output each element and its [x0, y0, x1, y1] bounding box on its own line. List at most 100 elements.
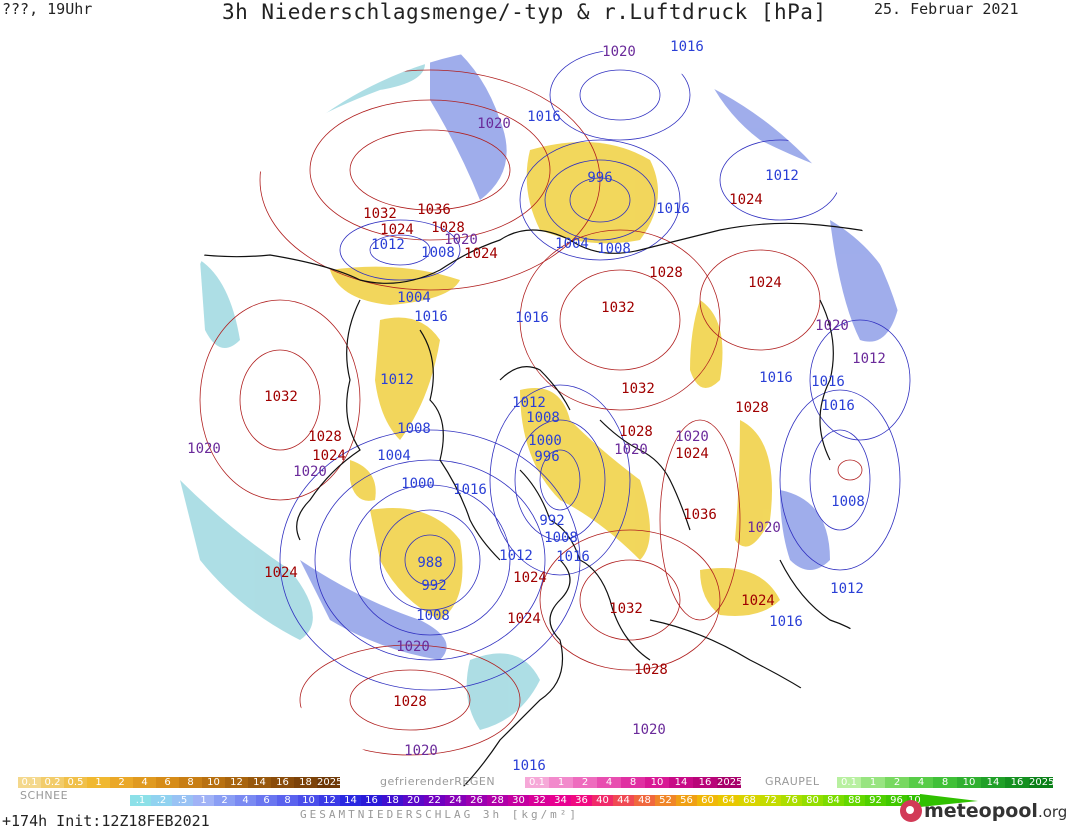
legend-cell: 44	[613, 795, 634, 806]
legend-arrow	[920, 794, 978, 807]
legend-cell: 16	[693, 777, 717, 788]
legend-cell: 92	[865, 795, 886, 806]
legend-cell: 48	[634, 795, 655, 806]
legend-cell: 0.1	[837, 777, 861, 788]
legend-cell: 2	[573, 777, 597, 788]
legend-cell: 10	[202, 777, 225, 788]
isobar-label-high: 1024	[675, 446, 709, 462]
total-precip-caption: GESAMTNIEDERSCHLAG 3h [kg/m²]	[300, 808, 580, 821]
isobar-label-high: 1024	[741, 593, 775, 609]
legend-cell: 0.2	[41, 777, 64, 788]
legend-cell: 2	[214, 795, 235, 806]
isobar-label-high: 1024	[264, 565, 298, 581]
isobar-label-low: 1008	[597, 241, 631, 257]
isobar-label-mid: 1020	[477, 116, 511, 132]
isobar-label-high: 1028	[393, 694, 427, 710]
isobar-label-low: 1016	[759, 370, 793, 386]
map-title: 3h Niederschlagsmenge/-typ & r.Luftdruck…	[222, 0, 827, 24]
legend-cell: 68	[739, 795, 760, 806]
legend-cell: 52	[655, 795, 676, 806]
isobar-label-low: 1016	[670, 39, 704, 55]
legend-cell: 1	[193, 795, 214, 806]
isobar-label-high: 1028	[619, 424, 653, 440]
isobar-label-low: 988	[417, 555, 442, 571]
legend-cell: 28	[487, 795, 508, 806]
isobar-label-high: 1032	[264, 389, 298, 405]
legend-cell: 12	[225, 777, 248, 788]
isobar-label-mid: 1020	[293, 464, 327, 480]
legend-cell: 16	[361, 795, 382, 806]
isobar-label-low: 1008	[416, 608, 450, 624]
isobar-label-high: 1024	[748, 275, 782, 291]
isobar-label-low: 1012	[765, 168, 799, 184]
isobar-label-low: 1012	[499, 548, 533, 564]
legend-cell: 0.1	[525, 777, 549, 788]
isobar-label-high: 1032	[609, 601, 643, 617]
legend-cell: 18	[294, 777, 317, 788]
legend-cell: 40	[592, 795, 613, 806]
forecast-date: 25. Februar 2021	[874, 0, 1019, 18]
legend-cell: 30	[508, 795, 529, 806]
freezing-rain-legend-caption: gefrierenderREGEN	[380, 775, 496, 788]
isobar-label-high: 1028	[649, 265, 683, 281]
isobar-label-high: 1028	[634, 662, 668, 678]
legend-cell: 16	[271, 777, 294, 788]
legend-cell: 6	[256, 795, 277, 806]
isobar-label-low: 1012	[512, 395, 546, 411]
isobar-label-low: 1016	[656, 201, 690, 217]
isobar-label-low: 1016	[453, 482, 487, 498]
legend-cell: .1	[130, 795, 151, 806]
mid-pressure-labels: 1020 1020 1020 1020 1012 1020 1020 1020 1020 1020…	[187, 44, 886, 759]
meteopool-logo[interactable]: meteopool.org	[900, 800, 1067, 822]
isobar-label-low: 1008	[421, 245, 455, 261]
legend-cell: 4	[133, 777, 156, 788]
isobar-label-low: 1012	[380, 372, 414, 388]
legend-cell: 2	[110, 777, 133, 788]
legend-cell: 0.5	[64, 777, 87, 788]
legend-cell: 84	[823, 795, 844, 806]
legend-cell: 2	[885, 777, 909, 788]
legend-cell: 88	[844, 795, 865, 806]
isobar-label-high: 1032	[621, 381, 655, 397]
isobar-label-high: 1024	[513, 570, 547, 586]
legend-cell: 10	[645, 777, 669, 788]
legend-cell: 80	[802, 795, 823, 806]
legend-cell: 76	[781, 795, 802, 806]
isobar-label-low: 992	[421, 578, 446, 594]
isobar-label-low: 1016	[556, 549, 590, 565]
legend-cell: 26	[466, 795, 487, 806]
graupel-legend-caption: GRAUPEL	[765, 775, 820, 788]
legend-cell: 4	[909, 777, 933, 788]
total-precip-legend: .1.2.5 1 2 4 6 8 10 12 14 16 18 20 22 24 26 28 30 32 34 36 4…	[130, 795, 928, 806]
legend-cell: 4	[235, 795, 256, 806]
legend-cell: 20	[403, 795, 424, 806]
legend-cell: 18	[382, 795, 403, 806]
legend-cell: 4	[597, 777, 621, 788]
isobar-label-low: 996	[587, 170, 612, 186]
legend-cell: .5	[172, 795, 193, 806]
logo-tld-text: .org	[1037, 803, 1068, 821]
isobar-label-mid: 1020	[404, 743, 438, 759]
legend-cell: 100	[907, 795, 928, 806]
legend-cell: 1	[549, 777, 573, 788]
isobar-label-low: 1000	[528, 433, 562, 449]
isobar-label-low: 1016	[527, 109, 561, 125]
isobar-label-low: 1008	[544, 530, 578, 546]
isobar-label-mid: 1020	[675, 429, 709, 445]
snow-legend-caption: SCHNEE	[20, 789, 69, 802]
legend-cell: 12	[319, 795, 340, 806]
forecast-time-label: ???, 19Uhr	[2, 0, 93, 18]
isobar-label-low: 1016	[811, 374, 845, 390]
isobar-label-low: 1016	[512, 758, 546, 774]
isobar-label-high: 1028	[431, 220, 465, 236]
isobar-label-high: 1024	[507, 611, 541, 627]
legend-cell: 6	[156, 777, 179, 788]
legend-cell: 96	[886, 795, 907, 806]
isobar-label-mid: 1012	[852, 351, 886, 367]
isobar-label-high: 1028	[735, 400, 769, 416]
